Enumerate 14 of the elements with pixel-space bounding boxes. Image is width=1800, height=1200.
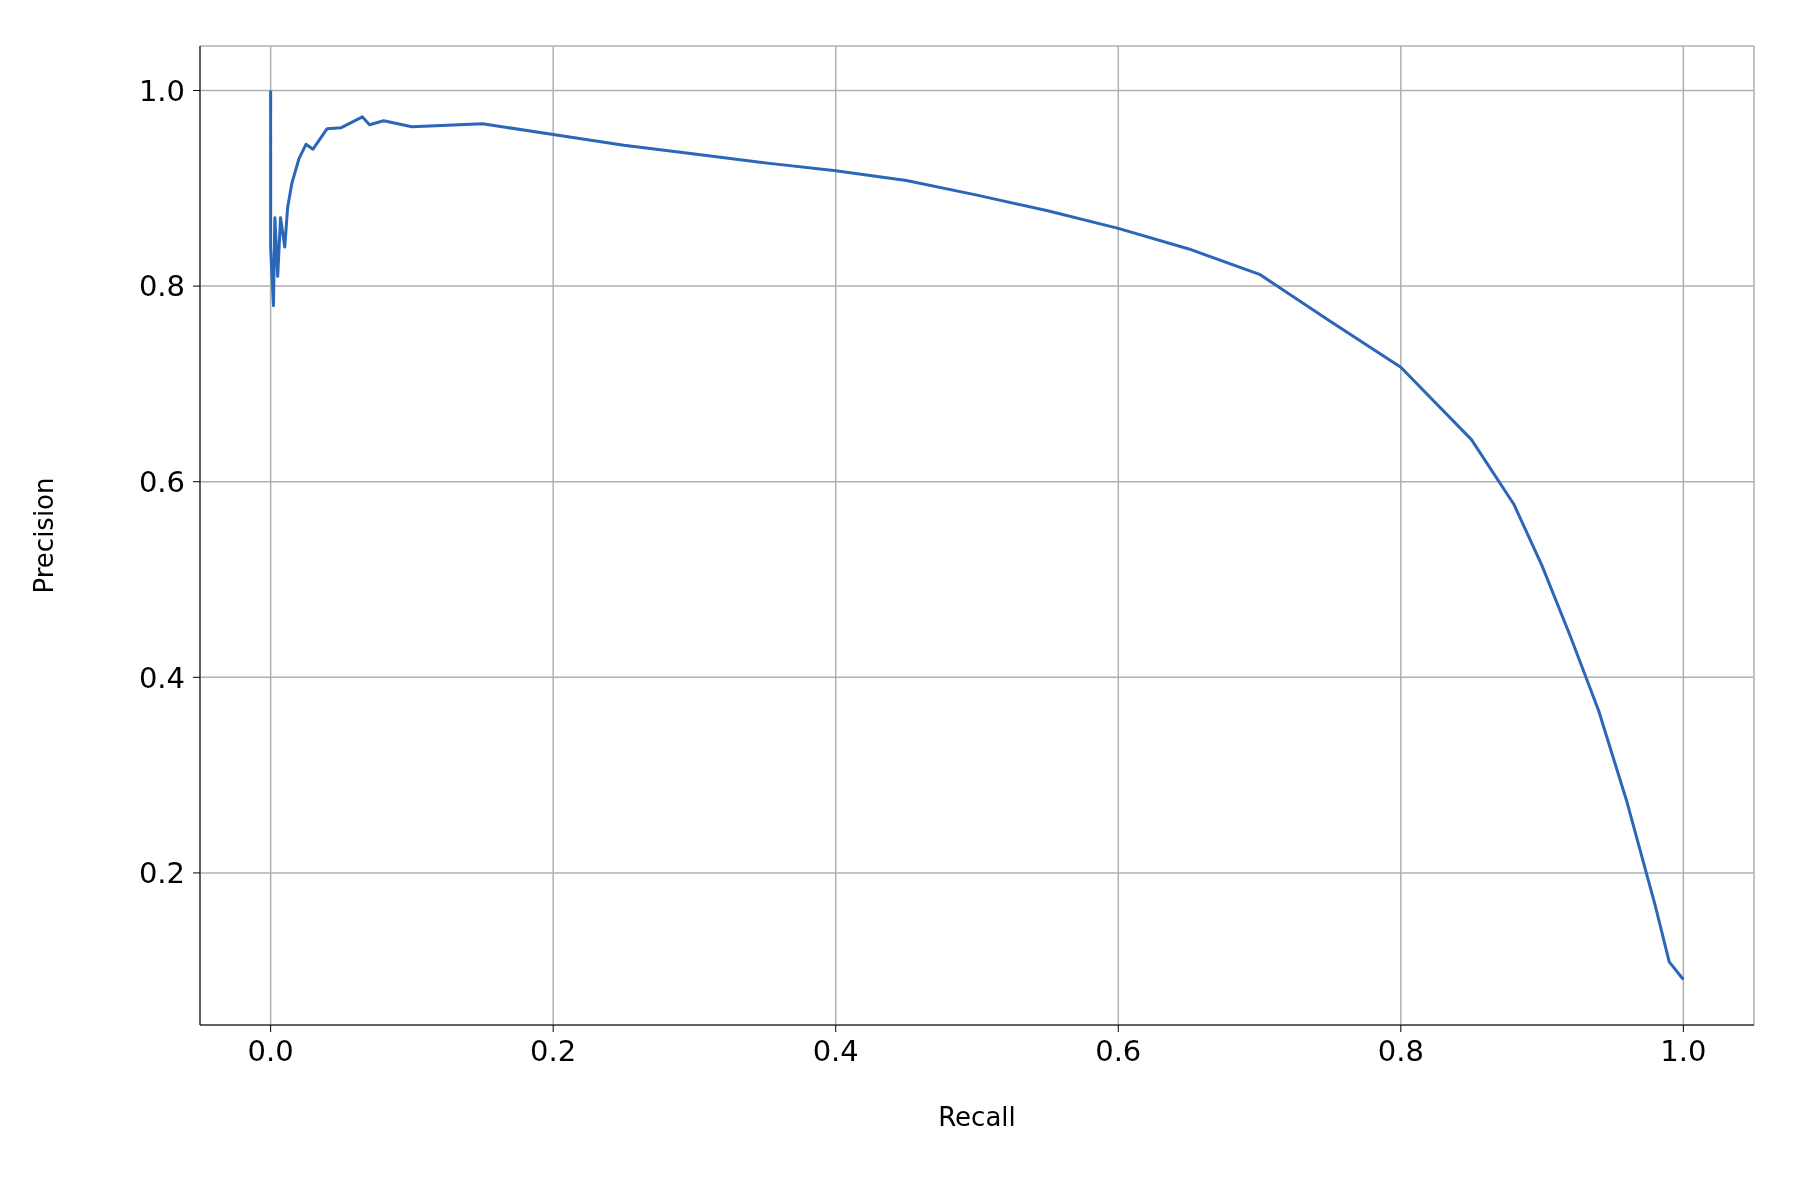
y-tick-label: 1.0 <box>138 73 185 108</box>
x-tick-label: 0.0 <box>247 1033 294 1068</box>
x-tick-label: 0.2 <box>530 1033 577 1068</box>
y-tick-label: 0.2 <box>138 856 185 891</box>
y-axis-title: Precision <box>29 477 60 594</box>
x-tick-label: 0.8 <box>1377 1033 1424 1068</box>
x-tick-label: 1.0 <box>1660 1033 1707 1068</box>
y-tick-label: 0.4 <box>138 660 185 695</box>
x-tick-label: 0.4 <box>812 1033 859 1068</box>
y-tick-label: 0.6 <box>138 465 185 499</box>
x-axis-title: Recall <box>938 1102 1016 1132</box>
x-tick-label: 0.6 <box>1095 1033 1142 1068</box>
line-series <box>269 89 1685 982</box>
y-tick-label: 0.8 <box>138 269 185 304</box>
